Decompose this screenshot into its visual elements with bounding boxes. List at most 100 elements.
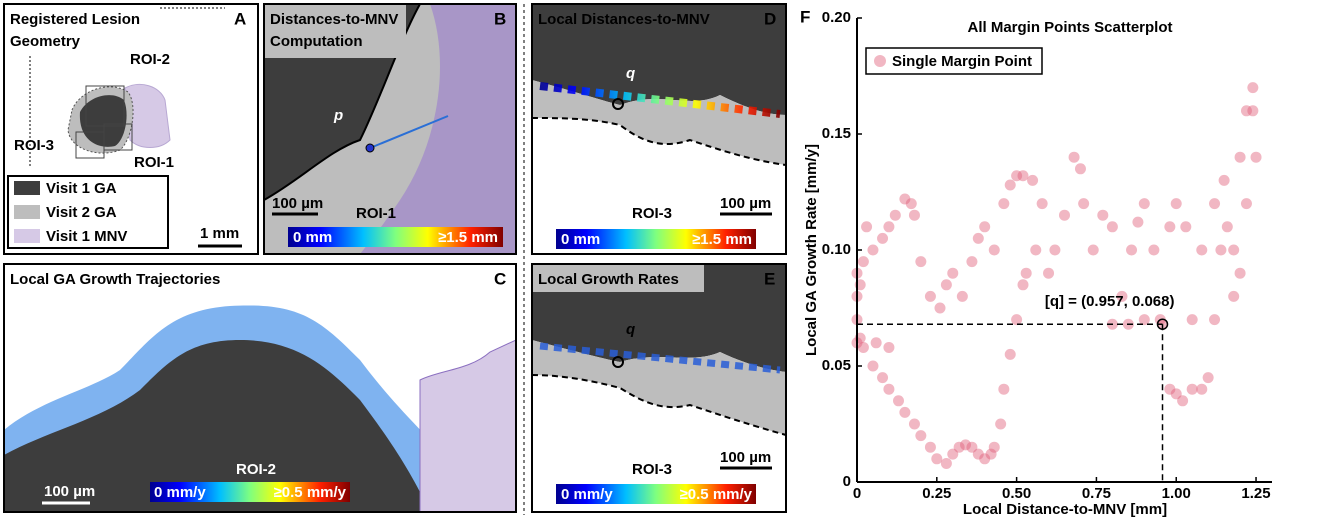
y-tick-label: 0.15 — [822, 125, 851, 142]
roi-label: ROI-3 — [632, 205, 672, 222]
panel-letter: B — [494, 9, 506, 28]
x-tick-label: 0.75 — [1082, 485, 1111, 502]
legend-label: Single Margin Point — [892, 53, 1032, 70]
y-axis-label: Local GA Growth Rate [mm/y] — [803, 144, 820, 356]
annotation: [q] = (0.957, 0.068) — [1045, 293, 1175, 310]
panel-title: Local GA Growth Trajectories — [10, 271, 220, 288]
panel-e: Local Growth Rates E q 100 µm ROI-3 0 mm… — [531, 263, 787, 513]
scale-label: 1 mm — [200, 225, 239, 242]
point — [915, 256, 927, 268]
point — [915, 430, 927, 442]
point — [1221, 221, 1233, 233]
point — [1043, 267, 1055, 279]
roi-label: ROI-1 — [356, 205, 396, 222]
point — [883, 221, 895, 233]
point — [905, 198, 917, 210]
point — [867, 244, 879, 256]
point — [1234, 151, 1246, 163]
point — [1196, 383, 1208, 395]
panel-a: Registered Lesion Geometry A ROI-2 ROI-3… — [3, 3, 259, 255]
point — [960, 439, 972, 451]
panel-c: Local GA Growth Trajectories C ROI-2 100… — [3, 263, 517, 513]
point — [947, 448, 959, 460]
point — [1106, 221, 1118, 233]
point — [1074, 163, 1086, 175]
panel-letter: A — [234, 9, 246, 28]
point — [998, 198, 1010, 210]
point — [972, 232, 984, 244]
point — [1017, 279, 1029, 291]
roi-label: ROI-2 — [130, 51, 170, 68]
highlight-point — [1156, 318, 1169, 330]
colorbar-label: 0 mm/y — [154, 484, 206, 501]
roi-label: ROI-1 — [134, 154, 174, 171]
point — [1164, 383, 1176, 395]
point — [940, 279, 952, 291]
point — [1240, 105, 1252, 117]
point — [899, 193, 911, 205]
point — [1078, 198, 1090, 210]
point — [908, 418, 920, 430]
x-tick-label: 1.00 — [1162, 485, 1191, 502]
point — [947, 267, 959, 279]
point — [1177, 395, 1189, 407]
panel-title: Local Growth Rates — [538, 271, 679, 288]
point — [857, 256, 869, 268]
point — [1036, 198, 1048, 210]
y-tick-label: 0.05 — [822, 357, 851, 374]
point — [1186, 383, 1198, 395]
legend-label: Visit 2 GA — [46, 204, 117, 221]
point — [1138, 314, 1150, 326]
point — [1209, 314, 1221, 326]
chart-title: All Margin Points Scatterplot — [967, 19, 1172, 36]
point — [985, 448, 997, 460]
colorbar-label: ≥0.5 mm/y — [680, 486, 753, 503]
y-tick-label: 0.10 — [822, 241, 851, 258]
point-label: p — [333, 107, 343, 124]
x-axis-label: Local Distance-to-MNV [mm] — [963, 501, 1167, 518]
legend-label: Visit 1 GA — [46, 180, 117, 197]
point — [889, 209, 901, 221]
panel-title: Geometry — [10, 33, 81, 50]
panel-title: Distances-to-MNV — [270, 11, 398, 28]
point — [1247, 105, 1259, 117]
point — [1170, 388, 1182, 400]
y-tick-label: 0 — [843, 473, 851, 490]
point — [1004, 348, 1016, 360]
legend-label: Visit 1 MNV — [46, 228, 127, 245]
point — [893, 395, 904, 407]
point — [870, 337, 882, 349]
panel-d: Local Distances-to-MNV D q 100 µm ROI-3 … — [531, 3, 787, 255]
point — [934, 302, 946, 314]
point — [877, 372, 889, 384]
colorbar-label: ≥0.5 mm/y — [274, 484, 347, 501]
point — [1196, 244, 1208, 256]
point — [995, 418, 1007, 430]
point — [979, 221, 991, 233]
point — [1180, 221, 1192, 233]
legend-marker — [874, 55, 886, 67]
point — [1148, 244, 1160, 256]
colorbar-label: 0 mm — [561, 231, 600, 248]
point — [883, 383, 895, 395]
point — [1215, 244, 1227, 256]
colorbar-label: 0 mm/y — [561, 486, 613, 503]
point — [1202, 372, 1214, 384]
point — [1186, 314, 1198, 326]
point — [1030, 244, 1042, 256]
point — [1011, 170, 1023, 182]
point — [857, 341, 869, 353]
panel-letter: D — [764, 9, 776, 28]
point — [956, 290, 968, 302]
x-tick-label: 0.25 — [922, 485, 951, 502]
point — [867, 360, 879, 372]
point — [1049, 244, 1061, 256]
point — [1132, 216, 1144, 228]
point — [1228, 290, 1240, 302]
point — [1068, 151, 1080, 163]
point — [1247, 82, 1259, 94]
point — [924, 441, 936, 453]
point — [1170, 198, 1182, 210]
panel-title: Registered Lesion — [10, 11, 140, 28]
point — [1059, 209, 1070, 221]
